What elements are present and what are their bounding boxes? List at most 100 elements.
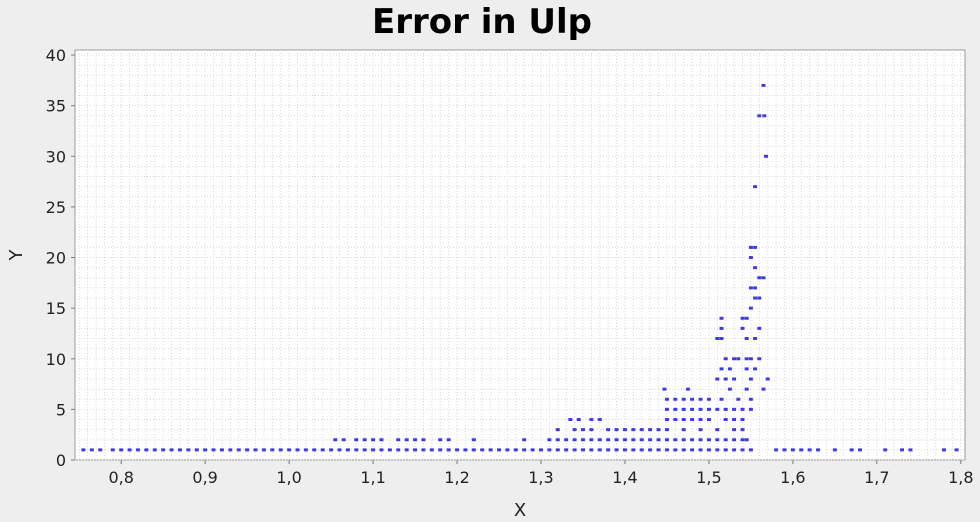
- scatter-point: [371, 448, 376, 452]
- scatter-point: [656, 428, 661, 432]
- scatter-point: [740, 448, 745, 452]
- scatter-point: [748, 397, 753, 401]
- scatter-point: [219, 448, 224, 452]
- scatter-point: [706, 438, 711, 442]
- scatter-point: [312, 448, 317, 452]
- scatter-point: [753, 266, 758, 270]
- scatter-point: [572, 448, 577, 452]
- scatter-point: [673, 448, 678, 452]
- scatter-point: [236, 448, 241, 452]
- scatter-point: [942, 448, 947, 452]
- scatter-point: [664, 448, 669, 452]
- scatter-point: [564, 438, 569, 442]
- scatter-point: [727, 367, 732, 371]
- scatter-point: [744, 357, 749, 361]
- scatter-point: [664, 418, 669, 422]
- scatter-point: [753, 296, 758, 300]
- scatter-point: [761, 387, 766, 391]
- scatter-point: [664, 397, 669, 401]
- scatter-point: [698, 438, 703, 442]
- x-tick-label: 1,6: [780, 468, 805, 487]
- scatter-point: [622, 438, 627, 442]
- x-tick-label: 0,8: [108, 468, 133, 487]
- y-tick-label: 40: [46, 46, 66, 65]
- scatter-point: [446, 448, 451, 452]
- scatter-point: [530, 448, 535, 452]
- scatter-point: [480, 448, 485, 452]
- scatter-point: [362, 438, 367, 442]
- scatter-point: [748, 286, 753, 290]
- scatter-point: [673, 418, 678, 422]
- scatter-point: [753, 185, 758, 189]
- x-tick-label: 1,5: [696, 468, 721, 487]
- scatter-point: [799, 448, 804, 452]
- scatter-point: [732, 428, 737, 432]
- scatter-point: [429, 448, 434, 452]
- scatter-point: [513, 448, 518, 452]
- scatter-point: [744, 316, 749, 320]
- scatter-point: [438, 438, 443, 442]
- scatter-point: [723, 438, 728, 442]
- scatter-point: [740, 326, 745, 330]
- scatter-point: [748, 448, 753, 452]
- scatter-point: [589, 428, 594, 432]
- scatter-point: [748, 357, 753, 361]
- scatter-point: [396, 448, 401, 452]
- scatter-point: [606, 438, 611, 442]
- scatter-point: [790, 448, 795, 452]
- scatter-point: [547, 438, 552, 442]
- scatter-point: [757, 357, 762, 361]
- scatter-point: [421, 448, 426, 452]
- x-tick-label: 0,9: [192, 468, 217, 487]
- scatter-point: [774, 448, 779, 452]
- scatter-point: [413, 448, 418, 452]
- scatter-point: [723, 357, 728, 361]
- scatter-point: [387, 448, 392, 452]
- scatter-point: [345, 448, 350, 452]
- y-tick-label: 10: [46, 350, 66, 369]
- scatter-point: [736, 357, 741, 361]
- scatter-point: [568, 418, 573, 422]
- scatter-point: [736, 397, 741, 401]
- scatter-point: [723, 407, 728, 411]
- scatter-point: [555, 428, 560, 432]
- x-tick-label: 1,7: [864, 468, 889, 487]
- scatter-point: [782, 448, 787, 452]
- scatter-point: [606, 428, 611, 432]
- scatter-point: [706, 418, 711, 422]
- scatter-point: [723, 377, 728, 381]
- scatter-point: [379, 438, 384, 442]
- scatter-point: [287, 448, 292, 452]
- scatter-point: [740, 407, 745, 411]
- scatter-point: [715, 337, 720, 341]
- scatter-point: [740, 418, 745, 422]
- scatter-point: [757, 326, 762, 330]
- scatter-point: [706, 397, 711, 401]
- scatter-point: [732, 357, 737, 361]
- scatter-point: [761, 276, 766, 280]
- scatter-point: [715, 377, 720, 381]
- y-tick-label: 0: [56, 451, 66, 470]
- scatter-point: [614, 448, 619, 452]
- scatter-point: [127, 448, 132, 452]
- scatter-point: [413, 438, 418, 442]
- y-tick-label: 25: [46, 198, 66, 217]
- scatter-point: [764, 154, 769, 158]
- scatter-point: [333, 438, 338, 442]
- scatter-point: [681, 448, 686, 452]
- scatter-point: [438, 448, 443, 452]
- y-tick-label: 15: [46, 299, 66, 318]
- scatter-point: [589, 448, 594, 452]
- scatter-point: [303, 448, 308, 452]
- x-tick-label: 1,2: [444, 468, 469, 487]
- scatter-point: [110, 448, 115, 452]
- scatter-point: [698, 448, 703, 452]
- scatter-point: [719, 326, 724, 330]
- scatter-point: [622, 428, 627, 432]
- scatter-point: [656, 438, 661, 442]
- scatter-point: [98, 448, 103, 452]
- scatter-point: [253, 448, 258, 452]
- scatter-point: [245, 448, 250, 452]
- scatter-point: [614, 428, 619, 432]
- scatter-point: [748, 377, 753, 381]
